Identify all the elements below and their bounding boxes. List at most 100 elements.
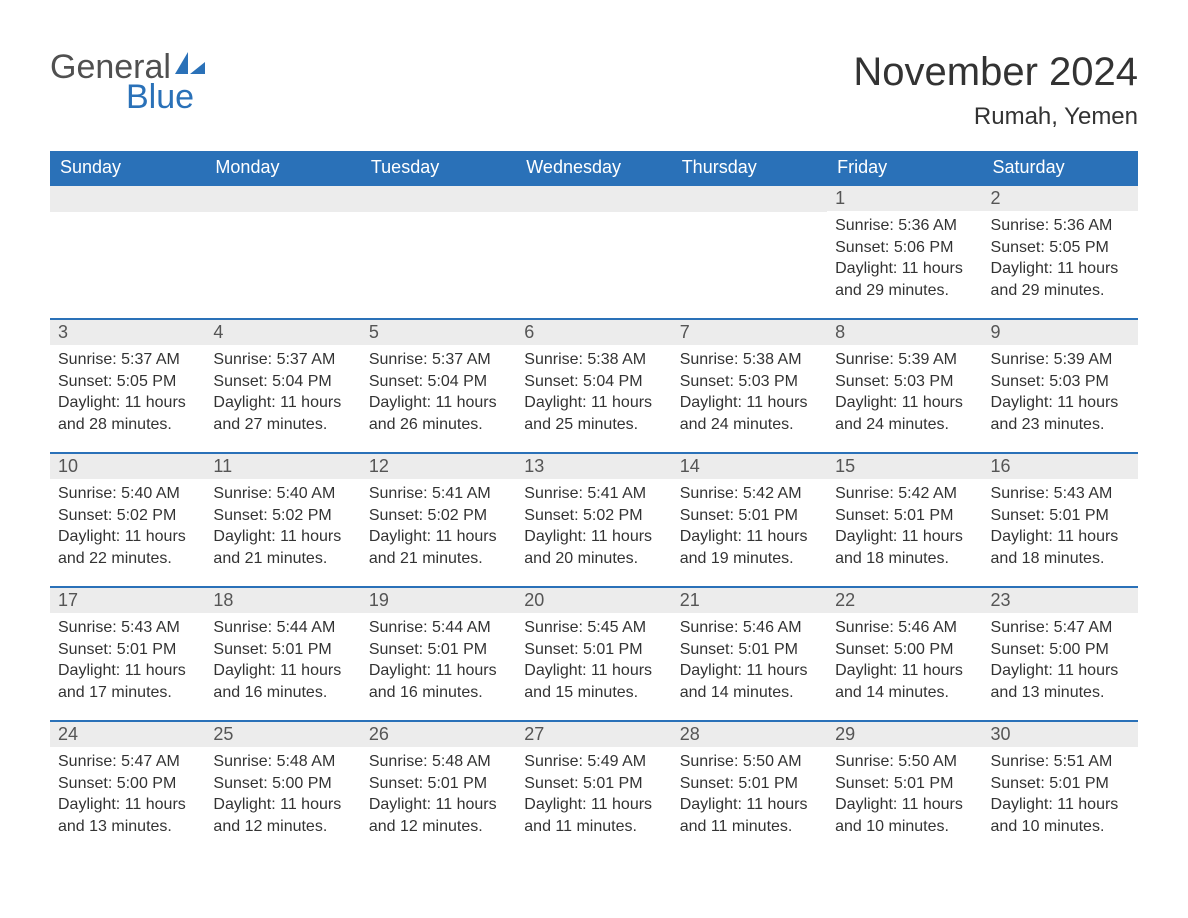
page-header: General Blue November 2024 Rumah, Yemen <box>50 50 1138 131</box>
sunset-text: Sunset: 5:05 PM <box>58 371 197 393</box>
day-number: 1 <box>827 186 982 211</box>
day-content: Sunrise: 5:47 AMSunset: 5:00 PMDaylight:… <box>983 613 1138 711</box>
daylight-text: Daylight: 11 hours and 13 minutes. <box>58 794 197 837</box>
logo-text-blue: Blue <box>126 80 194 114</box>
weekday-header: Monday <box>205 151 360 185</box>
day-content: Sunrise: 5:37 AMSunset: 5:04 PMDaylight:… <box>361 345 516 443</box>
day-content: Sunrise: 5:48 AMSunset: 5:01 PMDaylight:… <box>361 747 516 845</box>
calendar-cell: 27Sunrise: 5:49 AMSunset: 5:01 PMDayligh… <box>516 721 671 855</box>
day-content: Sunrise: 5:42 AMSunset: 5:01 PMDaylight:… <box>672 479 827 577</box>
sunrise-text: Sunrise: 5:41 AM <box>524 483 663 505</box>
calendar-cell: 26Sunrise: 5:48 AMSunset: 5:01 PMDayligh… <box>361 721 516 855</box>
sunset-text: Sunset: 5:01 PM <box>524 639 663 661</box>
sunrise-text: Sunrise: 5:46 AM <box>680 617 819 639</box>
sunset-text: Sunset: 5:01 PM <box>524 773 663 795</box>
sunrise-text: Sunrise: 5:51 AM <box>991 751 1130 773</box>
day-content: Sunrise: 5:40 AMSunset: 5:02 PMDaylight:… <box>205 479 360 577</box>
calendar-cell: 9 Sunrise: 5:39 AMSunset: 5:03 PMDaylight… <box>983 319 1138 453</box>
daylight-text: Daylight: 11 hours and 14 minutes. <box>835 660 974 703</box>
sunrise-text: Sunrise: 5:40 AM <box>213 483 352 505</box>
day-number: 9 <box>983 320 1138 345</box>
empty-day <box>205 186 360 212</box>
calendar-cell <box>361 185 516 319</box>
calendar-cell <box>205 185 360 319</box>
sunrise-text: Sunrise: 5:36 AM <box>991 215 1130 237</box>
daylight-text: Daylight: 11 hours and 24 minutes. <box>680 392 819 435</box>
calendar-cell: 5Sunrise: 5:37 AMSunset: 5:04 PMDaylight… <box>361 319 516 453</box>
calendar-cell: 4Sunrise: 5:37 AMSunset: 5:04 PMDaylight… <box>205 319 360 453</box>
sunrise-text: Sunrise: 5:50 AM <box>680 751 819 773</box>
calendar-cell: 17Sunrise: 5:43 AMSunset: 5:01 PMDayligh… <box>50 587 205 721</box>
sunrise-text: Sunrise: 5:38 AM <box>524 349 663 371</box>
day-number: 23 <box>983 588 1138 613</box>
calendar-week-row: 17Sunrise: 5:43 AMSunset: 5:01 PMDayligh… <box>50 587 1138 721</box>
sunrise-text: Sunrise: 5:44 AM <box>369 617 508 639</box>
day-content: Sunrise: 5:41 AMSunset: 5:02 PMDaylight:… <box>361 479 516 577</box>
sunset-text: Sunset: 5:03 PM <box>991 371 1130 393</box>
sunset-text: Sunset: 5:01 PM <box>991 773 1130 795</box>
calendar-week-row: 3 Sunrise: 5:37 AM Sunset: 5:05 PM Daylight… <box>50 319 1138 453</box>
day-number: 4 <box>205 320 360 345</box>
day-number: 21 <box>672 588 827 613</box>
sunset-text: Sunset: 5:01 PM <box>369 773 508 795</box>
calendar-cell: 11Sunrise: 5:40 AMSunset: 5:02 PMDayligh… <box>205 453 360 587</box>
daylight-text: Daylight: 11 hours and 23 minutes. <box>991 392 1130 435</box>
sunset-text: Sunset: 5:01 PM <box>213 639 352 661</box>
calendar-cell: 15Sunrise: 5:42 AMSunset: 5:01 PMDayligh… <box>827 453 982 587</box>
calendar-cell <box>516 185 671 319</box>
calendar-cell: 30Sunrise: 5:51 AMSunset: 5:01 PMDayligh… <box>983 721 1138 855</box>
day-number: 14 <box>672 454 827 479</box>
day-content: Sunrise: 5:50 AMSunset: 5:01 PMDaylight:… <box>672 747 827 845</box>
sunrise-text: Sunrise: 5:37 AM <box>369 349 508 371</box>
calendar-cell: 6Sunrise: 5:38 AMSunset: 5:04 PMDaylight… <box>516 319 671 453</box>
sunset-text: Sunset: 5:00 PM <box>835 639 974 661</box>
day-number: 30 <box>983 722 1138 747</box>
sunset-text: Sunset: 5:04 PM <box>524 371 663 393</box>
daylight-text: Daylight: 11 hours and 29 minutes. <box>991 258 1130 301</box>
day-number: 7 <box>672 320 827 345</box>
day-number: 10 <box>50 454 205 479</box>
day-number: 8 <box>827 320 982 345</box>
sunset-text: Sunset: 5:02 PM <box>213 505 352 527</box>
sunset-text: Sunset: 5:01 PM <box>58 639 197 661</box>
day-content: Sunrise: 5:44 AMSunset: 5:01 PMDaylight:… <box>361 613 516 711</box>
calendar-table: SundayMondayTuesdayWednesdayThursdayFrid… <box>50 151 1138 855</box>
daylight-text: Daylight: 11 hours and 15 minutes. <box>524 660 663 703</box>
daylight-text: Daylight: 11 hours and 27 minutes. <box>213 392 352 435</box>
sunrise-text: Sunrise: 5:39 AM <box>991 349 1130 371</box>
calendar-week-row: 10Sunrise: 5:40 AMSunset: 5:02 PMDayligh… <box>50 453 1138 587</box>
day-content: Sunrise: 5:47 AMSunset: 5:00 PMDaylight:… <box>50 747 205 845</box>
sunset-text: Sunset: 5:00 PM <box>58 773 197 795</box>
calendar-cell: 21Sunrise: 5:46 AMSunset: 5:01 PMDayligh… <box>672 587 827 721</box>
empty-day <box>361 186 516 212</box>
sunset-text: Sunset: 5:01 PM <box>680 773 819 795</box>
day-content: Sunrise: 5:39 AMSunset: 5:03 PMDaylight:… <box>827 345 982 443</box>
day-number: 29 <box>827 722 982 747</box>
sunrise-text: Sunrise: 5:47 AM <box>58 751 197 773</box>
sunset-text: Sunset: 5:02 PM <box>58 505 197 527</box>
day-number: 5 <box>361 320 516 345</box>
daylight-text: Daylight: 11 hours and 12 minutes. <box>213 794 352 837</box>
sunrise-text: Sunrise: 5:39 AM <box>835 349 974 371</box>
daylight-text: Daylight: 11 hours and 22 minutes. <box>58 526 197 569</box>
daylight-text: Daylight: 11 hours and 16 minutes. <box>213 660 352 703</box>
sunset-text: Sunset: 5:02 PM <box>524 505 663 527</box>
sunset-text: Sunset: 5:01 PM <box>835 505 974 527</box>
empty-day <box>516 186 671 212</box>
sunrise-text: Sunrise: 5:46 AM <box>835 617 974 639</box>
daylight-text: Daylight: 11 hours and 24 minutes. <box>835 392 974 435</box>
sunset-text: Sunset: 5:02 PM <box>369 505 508 527</box>
day-content: Sunrise: 5:49 AMSunset: 5:01 PMDaylight:… <box>516 747 671 845</box>
sunrise-text: Sunrise: 5:40 AM <box>58 483 197 505</box>
day-content: Sunrise: 5:36 AMSunset: 5:05 PMDaylight:… <box>983 211 1138 309</box>
daylight-text: Daylight: 11 hours and 29 minutes. <box>835 258 974 301</box>
day-number: 6 <box>516 320 671 345</box>
weekday-header: Thursday <box>672 151 827 185</box>
day-number: 3 <box>50 320 205 345</box>
empty-day <box>672 186 827 212</box>
weekday-header: Saturday <box>983 151 1138 185</box>
daylight-text: Daylight: 11 hours and 16 minutes. <box>369 660 508 703</box>
day-content: Sunrise: 5:51 AMSunset: 5:01 PMDaylight:… <box>983 747 1138 845</box>
day-content: Sunrise: 5:43 AMSunset: 5:01 PMDaylight:… <box>50 613 205 711</box>
day-content: Sunrise: 5:42 AMSunset: 5:01 PMDaylight:… <box>827 479 982 577</box>
